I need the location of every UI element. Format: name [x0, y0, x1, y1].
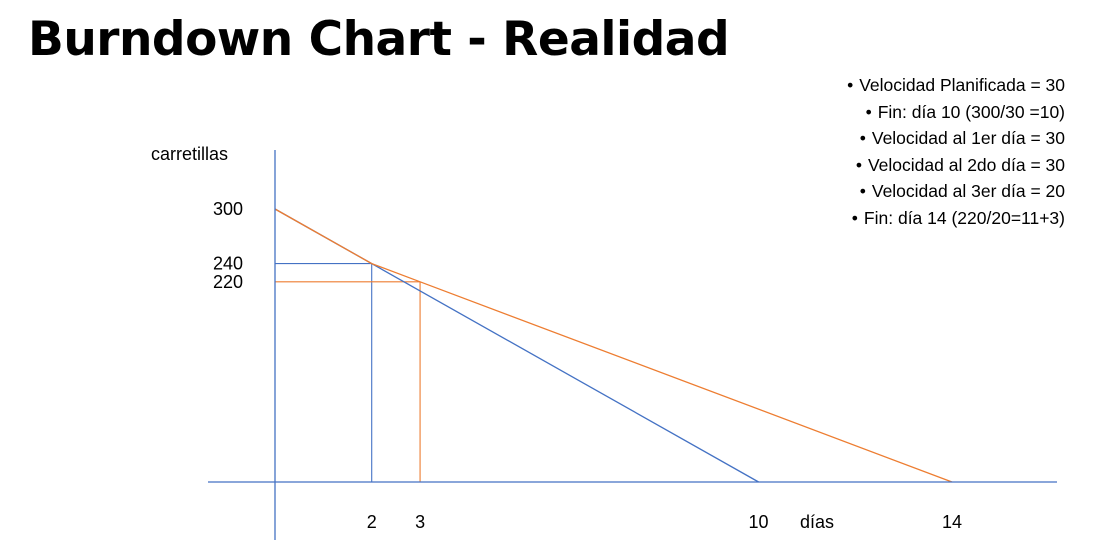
y-tick-label: 300	[213, 199, 243, 219]
x-tick-label: 14	[942, 512, 962, 532]
x-tick-label: 2	[367, 512, 377, 532]
guide-lines	[275, 263, 421, 482]
x-tick-label: 10	[749, 512, 769, 532]
series-line-real	[274, 208, 953, 483]
x-tick-labels: 2 3 10 14	[367, 512, 962, 532]
note-item: Velocidad al 2do día = 30	[847, 152, 1065, 179]
note-item: Fin: día 14 (220/20=11+3)	[847, 205, 1065, 232]
note-item: Velocidad al 1er día = 30	[847, 125, 1065, 152]
notes-list: Velocidad Planificada = 30 Fin: día 10 (…	[847, 72, 1065, 232]
y-axis-label: carretillas	[151, 144, 228, 164]
slide-title: Burndown Chart - Realidad	[28, 12, 730, 67]
x-tick-label: 3	[415, 512, 425, 532]
note-item: Velocidad al 3er día = 20	[847, 178, 1065, 205]
y-tick-label: 240	[213, 254, 243, 274]
note-item: Velocidad Planificada = 30	[847, 72, 1065, 99]
note-item: Fin: día 10 (300/30 =10)	[847, 99, 1065, 126]
x-axis-label: días	[800, 512, 834, 532]
series-lines	[274, 208, 953, 483]
y-tick-label: 220	[213, 272, 243, 292]
